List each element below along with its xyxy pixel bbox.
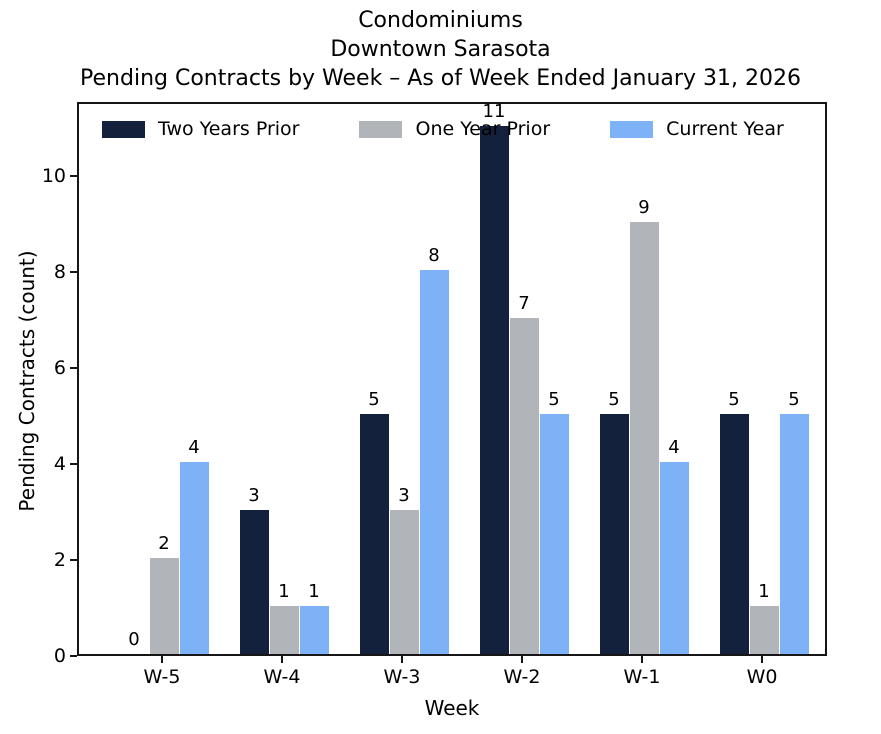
bar-W-3-one-year-prior — [389, 510, 419, 654]
x-tick-mark — [521, 656, 523, 663]
bar-W-5-current-year — [179, 462, 209, 654]
bar-W-1-two-years-prior — [599, 414, 629, 654]
bar-value-label: 7 — [518, 293, 530, 315]
x-tick-mark — [281, 656, 283, 663]
bar-W-1-one-year-prior — [629, 222, 659, 654]
legend-swatch-icon — [102, 120, 145, 138]
y-tick-label: 6 — [53, 357, 66, 380]
title-line-3: Pending Contracts by Week – As of Week E… — [80, 66, 801, 92]
bar-value-label: 3 — [248, 485, 260, 507]
bar-value-label: 0 — [128, 629, 140, 650]
bar-W-5-one-year-prior — [149, 558, 179, 654]
legend-entry-two-years-prior: Two Years Prior — [102, 118, 299, 140]
bar-W-4-one-year-prior — [269, 606, 299, 654]
title-line-2: Downtown Sarasota — [330, 37, 551, 63]
bar-W-4-two-years-prior — [239, 510, 269, 654]
legend-entry-current-year: Current Year — [610, 118, 784, 140]
chart-title: Condominiums Downtown Sarasota Pending C… — [0, 6, 881, 93]
bar-value-label: 5 — [608, 389, 620, 411]
y-tick-mark — [70, 367, 77, 370]
bar-W0-current-year — [779, 414, 809, 654]
y-tick-mark — [70, 175, 77, 178]
bar-W-2-one-year-prior — [509, 318, 539, 654]
bar-W0-one-year-prior — [749, 606, 779, 654]
bar-value-label: 5 — [788, 389, 800, 411]
legend-entry-one-year-prior: One Year Prior — [359, 118, 550, 140]
legend-label: Current Year — [666, 118, 784, 140]
bar-value-label: 4 — [668, 437, 680, 459]
legend: Two Years Prior One Year Prior Current Yea… — [102, 118, 784, 140]
x-tick-mark — [641, 656, 643, 663]
bar-value-label: 4 — [188, 437, 200, 459]
y-tick-mark — [70, 655, 77, 657]
bar-value-label: 1 — [278, 581, 290, 603]
bar-value-label: 1 — [308, 581, 320, 603]
y-tick-label: 2 — [53, 549, 66, 572]
y-tick-mark — [70, 559, 77, 562]
bar-W-2-current-year — [539, 414, 569, 654]
bar-W-2-two-years-prior — [479, 126, 509, 654]
y-tick-mark — [70, 463, 77, 466]
y-tick-label: 10 — [41, 165, 66, 188]
bars-layer: 0 2 4 3 1 1 5 3 8 11 7 5 5 9 4 5 1 5 — [79, 101, 825, 654]
x-tick-mark — [761, 656, 763, 663]
bar-W0-two-years-prior — [719, 414, 749, 654]
x-tick-label: W-1 — [623, 666, 661, 688]
bar-value-label: 3 — [398, 485, 410, 507]
x-tick-label: W-2 — [503, 666, 541, 688]
bar-value-label: 9 — [638, 197, 650, 219]
legend-swatch-icon — [359, 120, 403, 138]
y-tick-label: 8 — [53, 261, 66, 284]
legend-label: One Year Prior — [415, 118, 551, 140]
bar-W-3-current-year — [419, 270, 449, 654]
bar-W-1-current-year — [659, 462, 689, 654]
bar-value-label: 5 — [548, 389, 560, 411]
title-line-1: Condominiums — [358, 8, 523, 33]
x-tick-label: W-5 — [143, 666, 181, 688]
y-tick-label: 4 — [53, 453, 66, 476]
bar-value-label: 8 — [428, 245, 440, 267]
legend-label: Two Years Prior — [158, 118, 300, 140]
y-tick-label: 0 — [53, 645, 66, 667]
x-axis-label: Week — [424, 696, 480, 720]
bar-W-3-two-years-prior — [359, 414, 389, 654]
legend-swatch-icon — [610, 120, 654, 138]
y-tick-mark — [70, 271, 77, 274]
bar-value-label: 5 — [368, 389, 380, 411]
bar-value-label: 1 — [758, 581, 770, 603]
bar-value-label: 2 — [158, 533, 170, 555]
x-tick-mark — [401, 656, 403, 663]
x-tick-label: W-4 — [263, 666, 301, 688]
bar-value-label: 11 — [482, 101, 506, 123]
x-tick-label: W-3 — [383, 666, 421, 688]
x-tick-mark — [161, 656, 163, 663]
plot-area: 0 2 4 3 1 1 5 3 8 11 7 5 5 9 4 5 1 5 Two Years Prior One Y… — [77, 102, 827, 656]
x-tick-label: W0 — [746, 666, 778, 688]
bar-W-4-current-year — [299, 606, 329, 654]
bar-value-label: 5 — [728, 389, 740, 411]
